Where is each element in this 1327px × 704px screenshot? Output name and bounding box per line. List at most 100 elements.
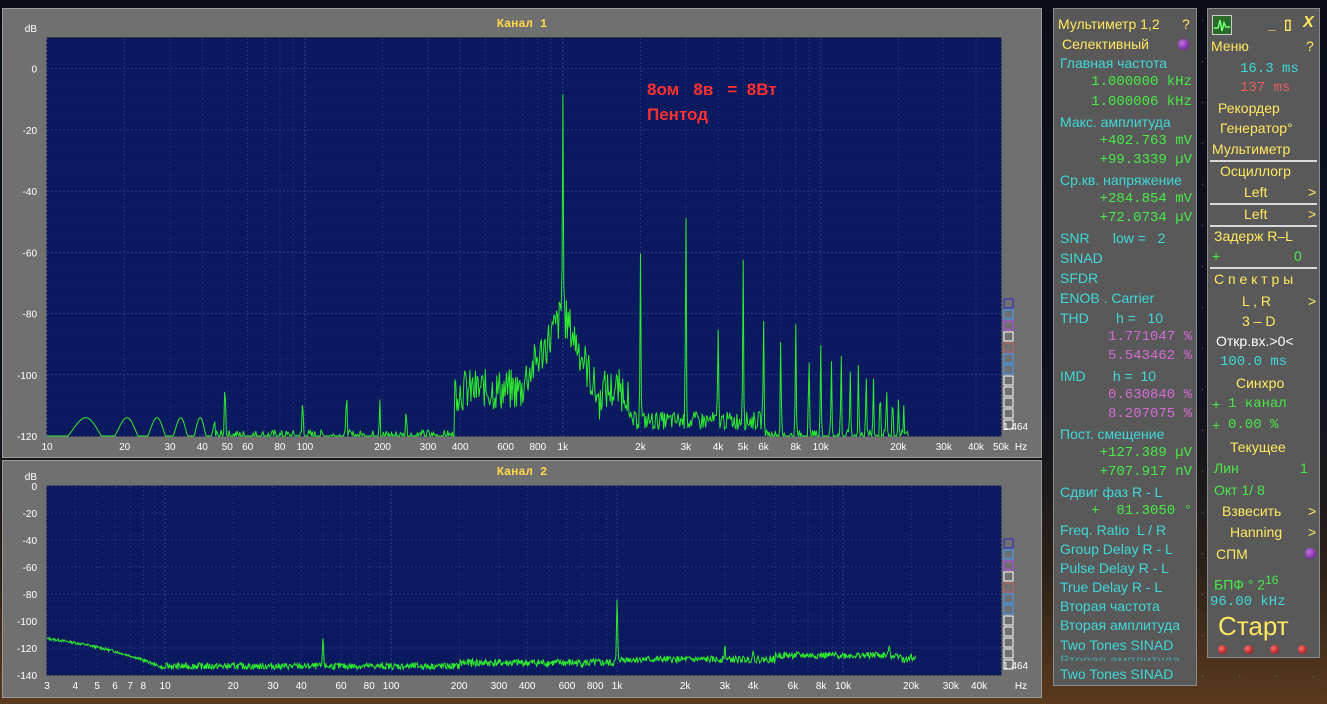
second-amp-row[interactable]: Вторая амплитуда — [1060, 617, 1180, 633]
trace-toggle-checkbox — [1003, 331, 1014, 342]
sinad-row[interactable]: SINAD — [1060, 250, 1103, 266]
oscilloscope-button[interactable]: Осциллогр — [1220, 163, 1291, 179]
restore-button[interactable]: ▯ — [1284, 16, 1292, 32]
time-readout-2: 137 ms — [1240, 80, 1291, 96]
weigh-button[interactable]: Взвесить — [1222, 503, 1282, 519]
x-tick-label: 4k — [713, 442, 725, 453]
spectra-channels-arrow[interactable]: > — [1308, 293, 1317, 309]
delay-rl-label[interactable]: Задерж R–L — [1214, 228, 1293, 244]
oscilloscope-channel-arrow[interactable]: > — [1308, 184, 1317, 200]
open-input-time[interactable]: 100.0 ms — [1220, 354, 1288, 370]
sfdr-row[interactable]: SFDR — [1060, 270, 1099, 286]
x-tick-label: 80 — [364, 681, 376, 692]
y-tick-label: -60 — [23, 563, 38, 574]
delay-value[interactable]: 0 — [1294, 248, 1302, 264]
freq-ratio-row[interactable]: Freq. Ratio L / R — [1060, 522, 1167, 538]
x-tick-label: 10k — [835, 681, 852, 692]
snr-row[interactable]: SNR low = 2 — [1060, 230, 1166, 246]
x-tick-label: 50k — [993, 442, 1010, 453]
psd-toggle[interactable] — [1305, 548, 1316, 559]
trace-toggle-checkbox — [1003, 626, 1014, 637]
channel1-panel: Канал 1 0 -20 -40 -60 -80 -100 -120 dB 10 20 30 40 5… — [2, 8, 1042, 458]
multimeter-help-button[interactable]: ? — [1182, 16, 1190, 32]
y-tick-label: -100 — [17, 371, 37, 382]
x-tick-label: 30 — [267, 681, 279, 692]
current-button[interactable]: Текущее — [1230, 439, 1286, 455]
status-led — [1244, 645, 1253, 654]
two-tones-row[interactable]: Two Tones SINAD — [1060, 637, 1174, 653]
trace-toggle-checkbox — [1003, 659, 1014, 670]
imd-value-1: 0.630840 % — [1107, 387, 1192, 403]
selective-mode-toggle[interactable] — [1178, 39, 1189, 50]
main-freq-label: Главная частота — [1060, 55, 1168, 71]
x-tick-label: 100 — [383, 681, 400, 692]
trace-toggle-checkbox — [1003, 342, 1014, 353]
thd-row[interactable]: THD h = 10 — [1060, 310, 1164, 326]
sync-channel-value[interactable]: 1 канал — [1228, 396, 1287, 412]
x-tick-label: 20 — [119, 442, 131, 453]
oscilloscope-channel-select[interactable]: Left — [1244, 184, 1268, 200]
trace-toggle-checkbox — [1003, 582, 1014, 593]
multimeter-header: Мультиметр 1,2 — [1058, 16, 1160, 32]
x-tick-label: 20k — [890, 442, 907, 453]
x-tick-label: 400 — [452, 442, 469, 453]
sync-percent-value[interactable]: 0.00 % — [1228, 417, 1279, 433]
x-tick-label: 800 — [587, 681, 604, 692]
x-tick-label: 10k — [813, 442, 830, 453]
weigh-arrow[interactable]: > — [1308, 503, 1317, 519]
minimize-button[interactable]: _ — [1268, 16, 1276, 32]
psd-label: СПМ — [1216, 546, 1248, 562]
group-delay-row[interactable]: Group Delay R - L — [1060, 541, 1173, 557]
sync-channel-sign: + — [1212, 396, 1221, 412]
imd-value-2: 8.207075 % — [1107, 406, 1192, 422]
window-select[interactable]: Hanning — [1230, 524, 1283, 540]
channel2-spectrum-chart[interactable]: 0 -20 -40 -60 -80 -100 -120 -140 dB 3 4 5 6 7 8 10 20 30 4… — [3, 461, 1043, 699]
spectra-button[interactable]: С п е к т р ы — [1214, 271, 1294, 287]
enob-row[interactable]: ENOB . Carrier — [1060, 290, 1155, 306]
x-tick-label: 3k — [720, 681, 732, 692]
octave-selector[interactable]: Окт 1/ 8 — [1214, 482, 1265, 498]
pulse-delay-row[interactable]: Pulse Delay R - L — [1060, 560, 1169, 576]
menu-button[interactable]: Меню — [1211, 38, 1249, 54]
imd-row[interactable]: IMD h = 10 — [1060, 368, 1157, 384]
sample-rate[interactable]: 96.00 kHz — [1210, 594, 1286, 610]
oscilloscope-icon — [1214, 19, 1230, 32]
x-tick-label: 60 — [242, 442, 254, 453]
y-tick-label: -120 — [17, 432, 37, 443]
help-button[interactable]: ? — [1306, 38, 1314, 54]
trace-toggle-checkbox — [1003, 364, 1014, 375]
multimeter-button[interactable]: Мультиметр — [1212, 141, 1291, 157]
annotation-tube-type: Пентод — [647, 105, 708, 124]
y-tick-label: -40 — [23, 536, 38, 547]
sync-button[interactable]: Синхро — [1236, 375, 1285, 391]
thd-value-1: 1.771047 % — [1107, 329, 1192, 345]
window-arrow[interactable]: > — [1308, 524, 1317, 540]
recorder-button[interactable]: Рекордер — [1218, 100, 1280, 116]
start-button[interactable]: Старт — [1218, 611, 1289, 641]
second-amp-row-duplicate: Вторая амплитуда — [1060, 652, 1180, 661]
close-button[interactable]: X — [1303, 14, 1314, 31]
3d-button[interactable]: 3 – D — [1242, 313, 1276, 329]
trace-toggle-checkbox — [1003, 419, 1014, 430]
left-channel-select[interactable]: Left — [1244, 206, 1268, 222]
channel1-spectrum-chart[interactable]: 0 -20 -40 -60 -80 -100 -120 dB 10 20 30 40 50 60 80 100… — [3, 9, 1043, 459]
x-tick-label: 6k — [788, 681, 800, 692]
multimeter-panel: Мультиметр 1,2 ? Селективный Главная час… — [1053, 8, 1197, 686]
left-channel-arrow[interactable]: > — [1308, 206, 1317, 222]
trace-toggle-checkbox — [1003, 309, 1014, 320]
linear-value[interactable]: 1 — [1300, 460, 1308, 476]
open-input-button[interactable]: Откр.вх.>0< — [1216, 333, 1294, 349]
generator-button[interactable]: Генератор° — [1220, 120, 1293, 136]
channel1-spectrum-trace — [47, 94, 909, 438]
control-panel: _ ▯ X Меню ? 16.3 ms 137 ms Рекордер Ген… — [1207, 8, 1320, 658]
fft-size-label[interactable]: БПФ ° 216 — [1214, 573, 1279, 593]
app-icon[interactable] — [1212, 15, 1232, 35]
spectra-channels-select[interactable]: L , R — [1242, 293, 1272, 309]
true-delay-row[interactable]: True Delay R - L — [1060, 579, 1163, 595]
trace-toggle-checkbox — [1003, 549, 1014, 560]
second-freq-row[interactable]: Вторая частота — [1060, 598, 1160, 614]
y-tick-label: -120 — [17, 644, 37, 655]
main-freq-value-1: 1.000000 kHz — [1091, 74, 1192, 90]
trace-toggle-checkbox — [1003, 353, 1014, 364]
linear-label[interactable]: Лин — [1214, 460, 1239, 476]
